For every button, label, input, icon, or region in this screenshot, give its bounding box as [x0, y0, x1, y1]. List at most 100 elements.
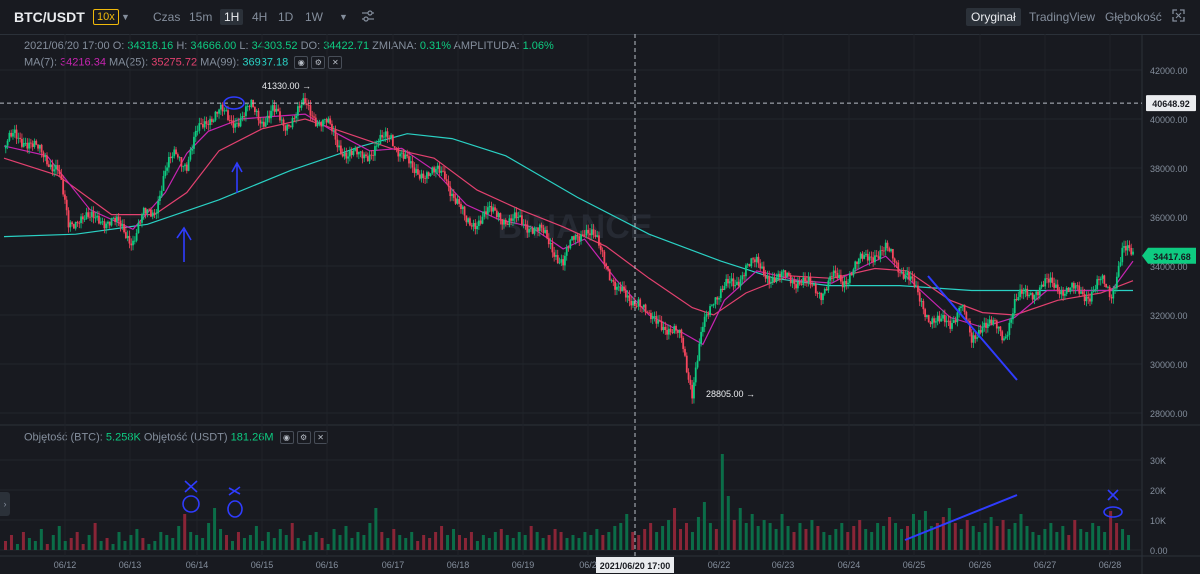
- candle-body: [748, 264, 751, 267]
- candle-body: [1029, 293, 1032, 295]
- candle-body: [488, 206, 491, 208]
- volume-bar: [493, 532, 497, 550]
- candle-body: [479, 220, 482, 224]
- leverage-badge[interactable]: 10x: [93, 9, 119, 25]
- candle-body: [262, 121, 265, 127]
- symbol-dropdown-icon[interactable]: ▼: [121, 12, 130, 22]
- candle-body: [275, 108, 278, 112]
- time-tick-label: 06/23: [772, 560, 795, 570]
- candle-body: [114, 217, 117, 222]
- candle-body: [132, 240, 134, 246]
- candle-body: [365, 154, 367, 157]
- candle-body: [639, 299, 642, 307]
- candle-body: [119, 220, 122, 227]
- candle-body: [411, 161, 414, 168]
- candle-body: [501, 219, 504, 225]
- volume-bar: [1025, 526, 1029, 550]
- symbol-title[interactable]: BTC/USDT: [14, 9, 85, 25]
- volume-bar: [505, 535, 509, 550]
- candle-body: [721, 288, 724, 291]
- side-panel-toggle[interactable]: ›: [0, 492, 10, 516]
- price-tick-label: 32000.00: [1150, 311, 1188, 321]
- candle-body: [607, 266, 609, 270]
- candle-body: [1008, 322, 1011, 335]
- candle-body: [985, 322, 987, 328]
- candle-body: [424, 177, 427, 179]
- candle-body: [1096, 279, 1099, 290]
- volume-bar: [702, 502, 706, 550]
- candle-body: [684, 348, 686, 356]
- volume-bar: [511, 538, 515, 550]
- candle-body: [1087, 296, 1090, 299]
- candle-body: [567, 247, 570, 249]
- volume-bar: [917, 520, 921, 550]
- candle-body: [451, 193, 453, 197]
- volume-bar: [374, 508, 378, 550]
- interval-4h[interactable]: 4H: [252, 10, 268, 24]
- candle-body: [1098, 279, 1100, 281]
- candle-body: [94, 217, 97, 219]
- volume-bar: [135, 529, 139, 550]
- volume-bar: [762, 520, 766, 550]
- volume-bar: [440, 526, 444, 550]
- candle-body: [680, 329, 683, 338]
- candle-body: [657, 320, 660, 324]
- volume-bar: [225, 535, 229, 550]
- candle-body: [282, 119, 285, 126]
- candle-body: [232, 120, 235, 128]
- candle-body: [123, 224, 125, 233]
- volume-eye-icon[interactable]: ◉: [279, 431, 294, 444]
- last-price-box: [1142, 247, 1196, 264]
- candle-body: [891, 249, 894, 259]
- interval-time[interactable]: Czas: [153, 10, 181, 24]
- candle-body: [133, 240, 136, 242]
- volume-bar: [207, 523, 211, 550]
- candle-body: [22, 143, 25, 147]
- view-original[interactable]: Oryginał: [966, 8, 1021, 26]
- candle-body: [856, 261, 858, 265]
- view-tradingview[interactable]: TradingView: [1029, 10, 1096, 24]
- volume-bar: [332, 529, 336, 550]
- settings-sliders-icon[interactable]: [361, 9, 375, 26]
- volume-bar: [302, 541, 306, 550]
- candle-body: [730, 278, 733, 282]
- volume-settings-icon[interactable]: ⚙: [296, 431, 311, 444]
- time-tick-label: 06/19: [512, 560, 535, 570]
- candle-body: [847, 282, 849, 285]
- candle-body: [1022, 292, 1025, 294]
- volume-bar: [714, 529, 718, 550]
- open-value: 34318.16: [127, 40, 174, 52]
- candle-body: [777, 273, 780, 278]
- candle-body: [429, 173, 432, 177]
- candle-body: [375, 145, 378, 147]
- candle-body: [69, 222, 72, 228]
- candle-body: [945, 320, 948, 323]
- ma-eye-icon[interactable]: ◉: [294, 56, 309, 69]
- fullscreen-icon[interactable]: [1172, 9, 1185, 25]
- volume-bar: [236, 532, 240, 550]
- interval-1w[interactable]: 1W: [305, 10, 323, 24]
- more-intervals-icon[interactable]: ▼: [339, 12, 348, 22]
- volume-bar: [123, 541, 127, 550]
- candle-body: [90, 211, 93, 218]
- candle-body: [400, 152, 403, 154]
- candle-body: [203, 121, 206, 128]
- candle-body: [189, 150, 192, 160]
- volume-close-icon[interactable]: ✕: [313, 431, 328, 444]
- candle-body: [531, 228, 534, 234]
- candle-body: [354, 147, 357, 151]
- amplitude-value: 1.06%: [522, 40, 554, 52]
- ma-close-icon[interactable]: ✕: [328, 56, 343, 69]
- candle-body: [832, 270, 835, 277]
- candle-body: [658, 320, 661, 322]
- interval-1d[interactable]: 1D: [278, 10, 294, 24]
- interval-15m[interactable]: 15m: [189, 10, 213, 24]
- volume-bar: [792, 532, 796, 550]
- view-depth[interactable]: Głębokość: [1105, 10, 1162, 24]
- candle-body: [1092, 290, 1095, 292]
- candle-body: [601, 249, 604, 252]
- ma-settings-icon[interactable]: ⚙: [311, 56, 326, 69]
- volume-bar: [947, 508, 951, 550]
- interval-1h[interactable]: 1H: [220, 9, 244, 25]
